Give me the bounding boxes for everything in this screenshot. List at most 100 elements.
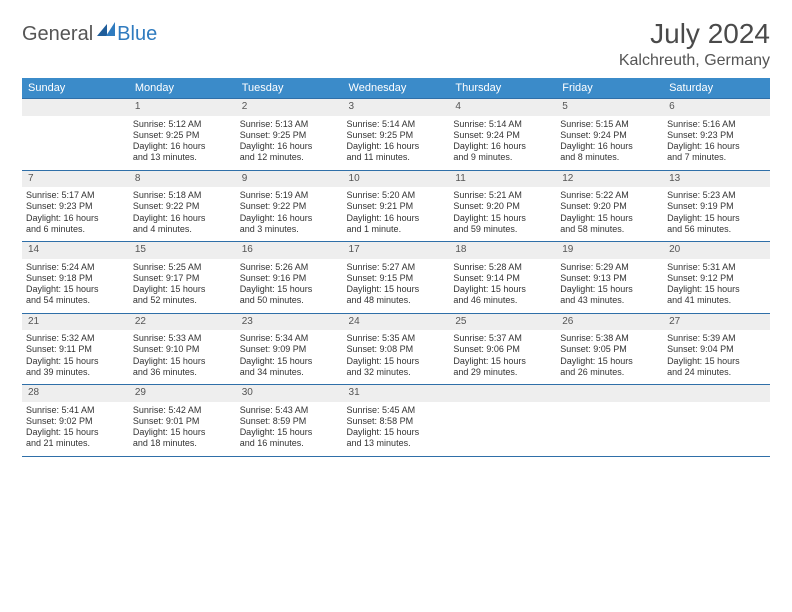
day-cell: Sunrise: 5:38 AMSunset: 9:05 PMDaylight:… [556,330,663,385]
daylight-text-2: and 56 minutes. [667,224,766,235]
daylight-text-2: and 6 minutes. [26,224,125,235]
sunrise-text: Sunrise: 5:24 AM [26,262,125,273]
day-header: Sunday [22,78,129,99]
daylight-text-1: Daylight: 15 hours [133,356,232,367]
day-number-row: 28293031 [22,385,770,402]
sunrise-text: Sunrise: 5:26 AM [240,262,339,273]
day-header: Saturday [663,78,770,99]
daylight-text-2: and 9 minutes. [453,152,552,163]
sunset-text: Sunset: 9:24 PM [560,130,659,141]
day-cell: Sunrise: 5:39 AMSunset: 9:04 PMDaylight:… [663,330,770,385]
sunrise-text: Sunrise: 5:13 AM [240,119,339,130]
sunrise-text: Sunrise: 5:32 AM [26,333,125,344]
sunset-text: Sunset: 9:22 PM [240,201,339,212]
logo-general: General [22,23,93,46]
daylight-text-1: Daylight: 16 hours [667,141,766,152]
daylight-text-1: Daylight: 16 hours [347,213,446,224]
day-cell: Sunrise: 5:14 AMSunset: 9:24 PMDaylight:… [449,116,556,171]
sunset-text: Sunset: 9:16 PM [240,273,339,284]
day-cell: Sunrise: 5:27 AMSunset: 9:15 PMDaylight:… [343,259,450,314]
day-cell: Sunrise: 5:22 AMSunset: 9:20 PMDaylight:… [556,187,663,242]
day-header: Tuesday [236,78,343,99]
day-number: 17 [343,242,450,259]
daylight-text-2: and 29 minutes. [453,367,552,378]
daylight-text-1: Daylight: 15 hours [453,284,552,295]
sunset-text: Sunset: 9:01 PM [133,416,232,427]
day-number: 20 [663,242,770,259]
day-cell: Sunrise: 5:13 AMSunset: 9:25 PMDaylight:… [236,116,343,171]
daylight-text-2: and 46 minutes. [453,295,552,306]
daylight-text-1: Daylight: 15 hours [560,284,659,295]
daylight-text-2: and 21 minutes. [26,438,125,449]
daylight-text-2: and 48 minutes. [347,295,446,306]
sunrise-text: Sunrise: 5:35 AM [347,333,446,344]
daylight-text-2: and 39 minutes. [26,367,125,378]
sunrise-text: Sunrise: 5:18 AM [133,190,232,201]
daylight-text-2: and 50 minutes. [240,295,339,306]
day-cell: Sunrise: 5:33 AMSunset: 9:10 PMDaylight:… [129,330,236,385]
daylight-text-2: and 52 minutes. [133,295,232,306]
sunrise-text: Sunrise: 5:22 AM [560,190,659,201]
sunrise-text: Sunrise: 5:12 AM [133,119,232,130]
sunset-text: Sunset: 9:11 PM [26,344,125,355]
header: General Blue July 2024 Kalchreuth, Germa… [22,18,770,70]
daylight-text-2: and 11 minutes. [347,152,446,163]
day-cell: Sunrise: 5:43 AMSunset: 8:59 PMDaylight:… [236,402,343,457]
sunrise-text: Sunrise: 5:20 AM [347,190,446,201]
sunset-text: Sunset: 9:25 PM [133,130,232,141]
day-cell: Sunrise: 5:26 AMSunset: 9:16 PMDaylight:… [236,259,343,314]
sunset-text: Sunset: 9:20 PM [560,201,659,212]
daylight-text-1: Daylight: 16 hours [240,213,339,224]
day-number: 23 [236,313,343,330]
day-cell: Sunrise: 5:19 AMSunset: 9:22 PMDaylight:… [236,187,343,242]
sunrise-text: Sunrise: 5:15 AM [560,119,659,130]
day-number: 11 [449,170,556,187]
day-cell: Sunrise: 5:21 AMSunset: 9:20 PMDaylight:… [449,187,556,242]
day-cell [663,402,770,457]
day-number-row: 123456 [22,99,770,116]
day-cell: Sunrise: 5:31 AMSunset: 9:12 PMDaylight:… [663,259,770,314]
daylight-text-2: and 43 minutes. [560,295,659,306]
day-cell: Sunrise: 5:42 AMSunset: 9:01 PMDaylight:… [129,402,236,457]
daylight-text-2: and 3 minutes. [240,224,339,235]
sunset-text: Sunset: 9:18 PM [26,273,125,284]
day-cell: Sunrise: 5:23 AMSunset: 9:19 PMDaylight:… [663,187,770,242]
day-number [663,385,770,402]
day-cell: Sunrise: 5:25 AMSunset: 9:17 PMDaylight:… [129,259,236,314]
daylight-text-1: Daylight: 16 hours [453,141,552,152]
daylight-text-1: Daylight: 15 hours [560,213,659,224]
day-number: 29 [129,385,236,402]
day-number: 15 [129,242,236,259]
daylight-text-1: Daylight: 15 hours [240,356,339,367]
day-header-row: Sunday Monday Tuesday Wednesday Thursday… [22,78,770,99]
day-cell: Sunrise: 5:28 AMSunset: 9:14 PMDaylight:… [449,259,556,314]
sunset-text: Sunset: 9:10 PM [133,344,232,355]
sunrise-text: Sunrise: 5:42 AM [133,405,232,416]
daylight-text-1: Daylight: 16 hours [133,141,232,152]
day-number-row: 78910111213 [22,170,770,187]
day-cell: Sunrise: 5:35 AMSunset: 9:08 PMDaylight:… [343,330,450,385]
day-cell: Sunrise: 5:24 AMSunset: 9:18 PMDaylight:… [22,259,129,314]
day-number: 12 [556,170,663,187]
day-number: 16 [236,242,343,259]
day-cell: Sunrise: 5:17 AMSunset: 9:23 PMDaylight:… [22,187,129,242]
daylight-text-1: Daylight: 15 hours [560,356,659,367]
day-cell: Sunrise: 5:37 AMSunset: 9:06 PMDaylight:… [449,330,556,385]
sunset-text: Sunset: 9:23 PM [26,201,125,212]
day-cell: Sunrise: 5:18 AMSunset: 9:22 PMDaylight:… [129,187,236,242]
day-number [556,385,663,402]
daylight-text-1: Daylight: 15 hours [347,356,446,367]
daylight-text-1: Daylight: 15 hours [26,284,125,295]
week-row: Sunrise: 5:17 AMSunset: 9:23 PMDaylight:… [22,187,770,242]
logo-icon [97,22,115,36]
daylight-text-2: and 24 minutes. [667,367,766,378]
title-block: July 2024 Kalchreuth, Germany [619,18,770,70]
sunset-text: Sunset: 8:59 PM [240,416,339,427]
sunrise-text: Sunrise: 5:43 AM [240,405,339,416]
day-cell [556,402,663,457]
calendar-table: Sunday Monday Tuesday Wednesday Thursday… [22,78,770,457]
daylight-text-2: and 4 minutes. [133,224,232,235]
daylight-text-2: and 16 minutes. [240,438,339,449]
sunset-text: Sunset: 9:20 PM [453,201,552,212]
sunset-text: Sunset: 8:58 PM [347,416,446,427]
